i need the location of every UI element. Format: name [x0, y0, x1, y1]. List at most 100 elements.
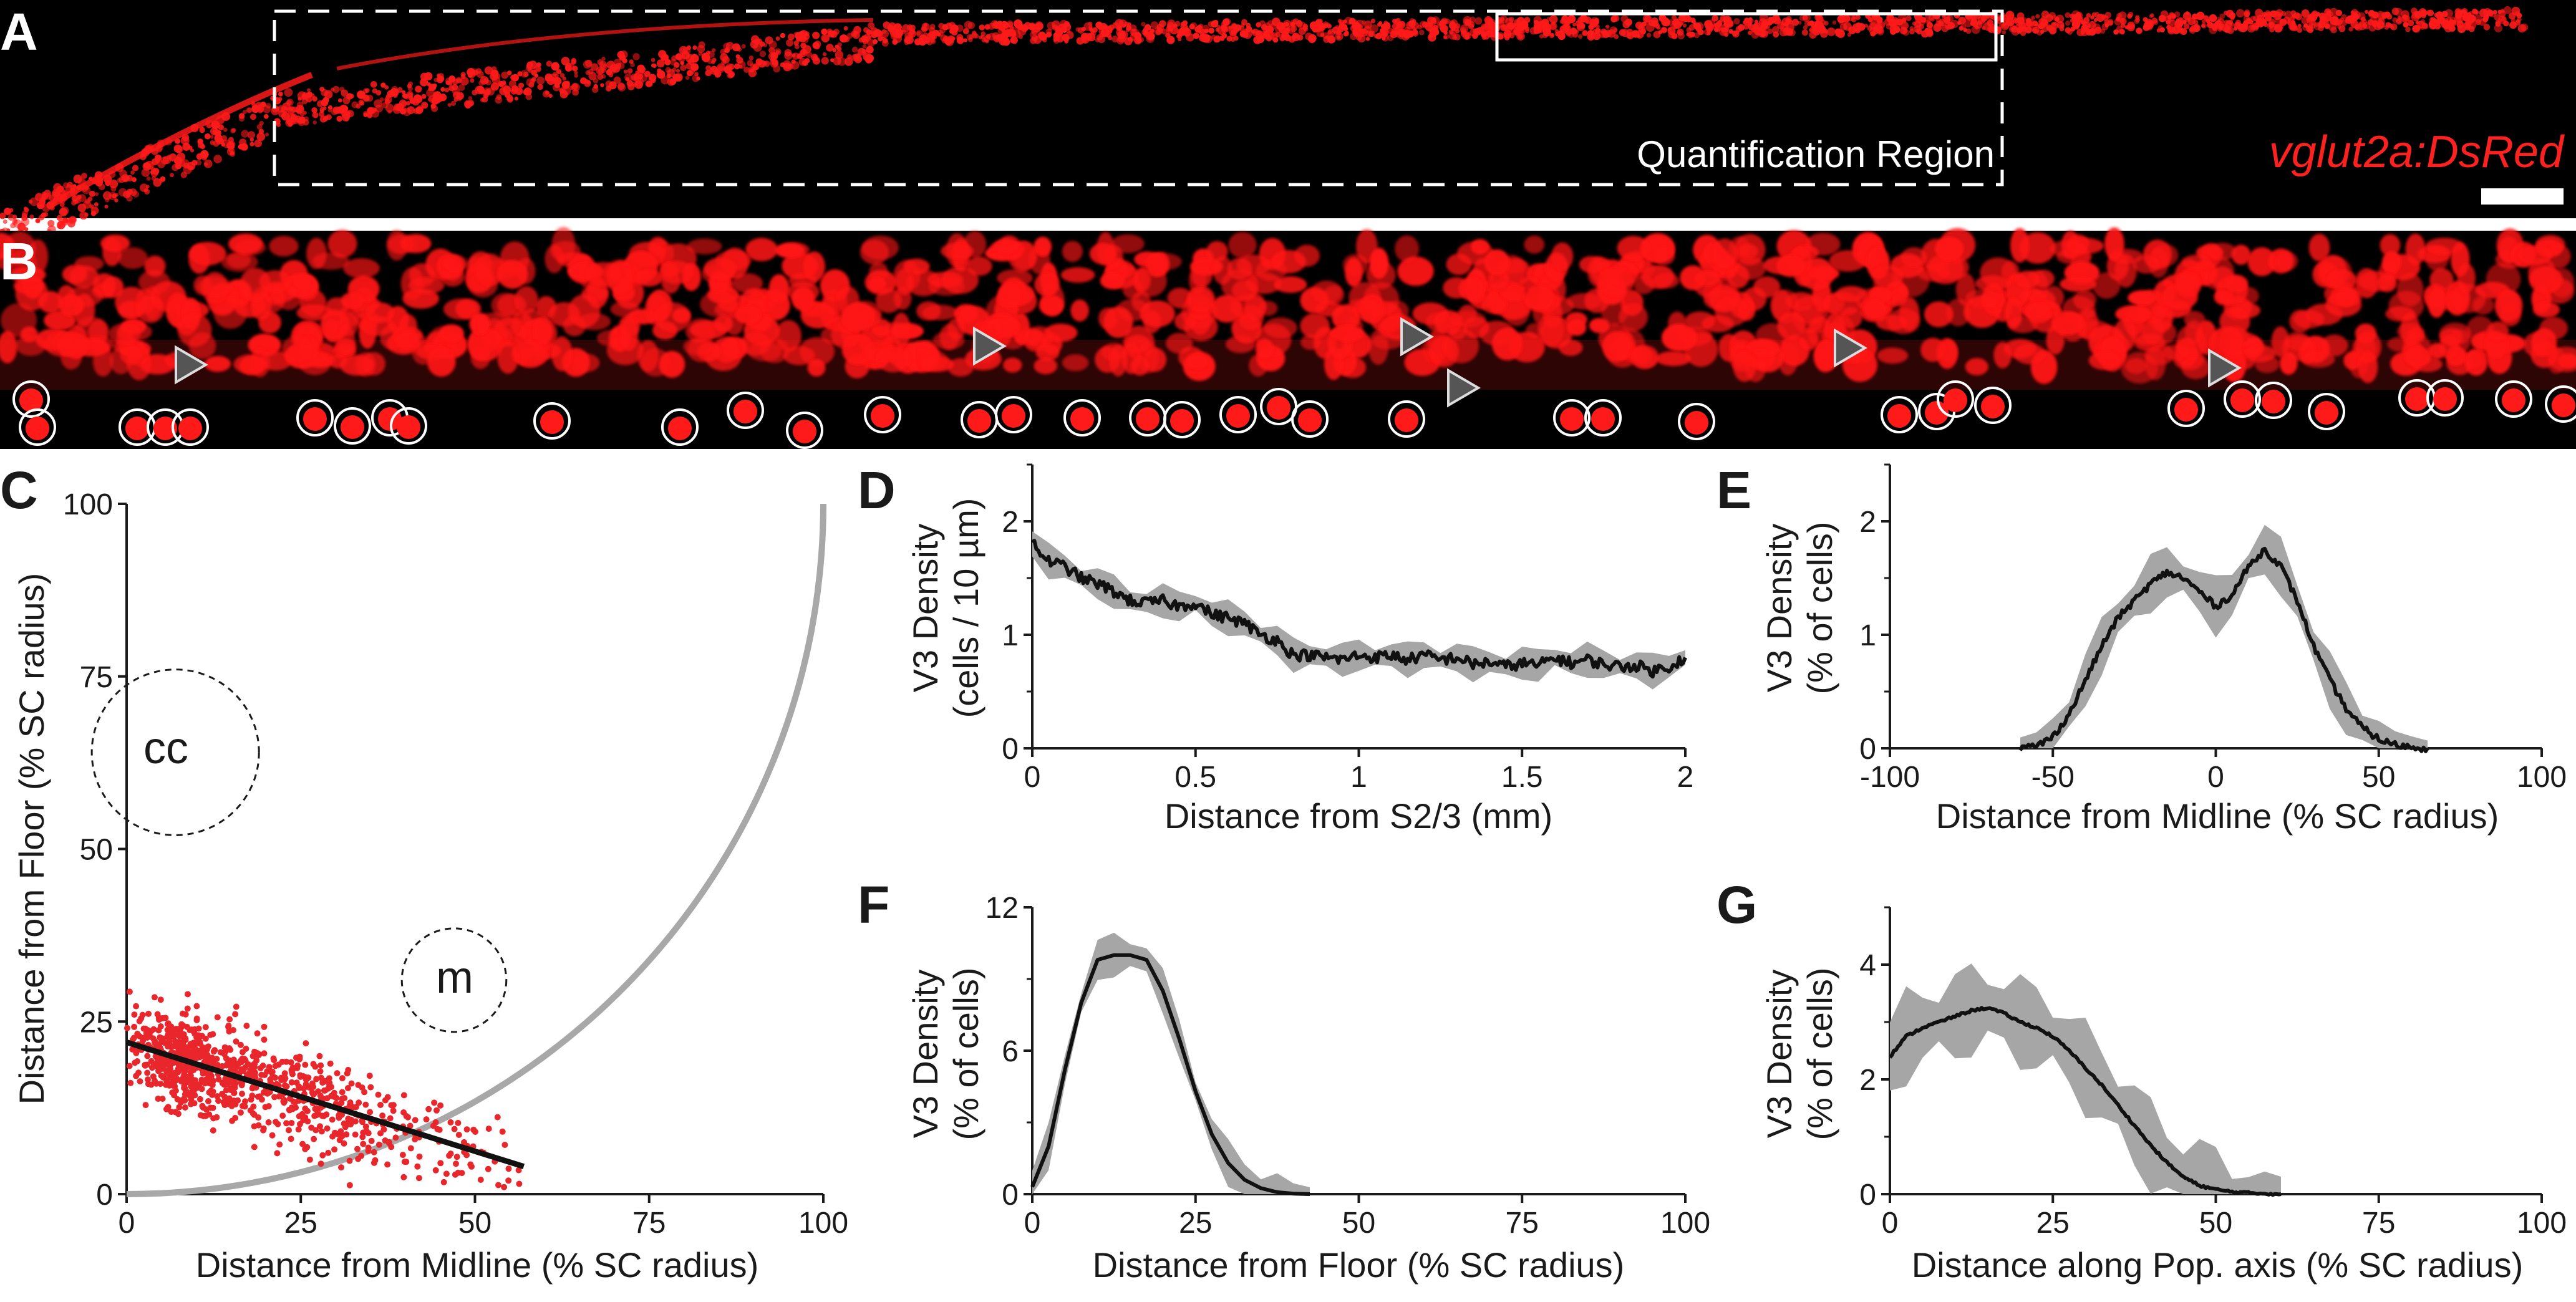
fluorescent-cell — [2362, 23, 2367, 27]
fluorescent-cell — [1034, 21, 1043, 31]
fluorescent-cell — [714, 69, 718, 74]
fluorescent-cell — [460, 77, 469, 85]
fluorescent-cell — [1524, 235, 1545, 254]
data-point — [239, 1091, 245, 1097]
fluorescent-cell — [1393, 26, 1403, 36]
data-point — [271, 1094, 278, 1101]
fluorescent-cell — [2343, 351, 2362, 370]
fluorescent-cell — [613, 76, 621, 84]
fluorescent-cell — [1182, 20, 1188, 26]
panel-c-x-axis-label: Distance from Midline (% SC radius) — [196, 1245, 758, 1285]
fluorescent-cell — [551, 76, 559, 85]
fluorescent-cell — [1733, 18, 1740, 25]
fluorescent-cell — [1474, 17, 1483, 25]
fluorescent-cell — [979, 24, 985, 31]
fluorescent-cell — [525, 94, 533, 100]
fluorescent-cell — [1187, 286, 1215, 312]
white-circle-icon — [1937, 380, 1974, 418]
x-tick-label: 100 — [2517, 761, 2567, 794]
fluorescent-cell — [103, 175, 112, 183]
fluorescent-cell — [125, 192, 131, 198]
fluorescent-cell — [942, 24, 949, 31]
fluorescent-cell — [386, 229, 407, 261]
fluorescent-cell — [944, 38, 952, 46]
fluorescent-cell — [393, 93, 398, 99]
fluorescent-cell — [2010, 24, 2017, 31]
fluorescent-cell — [266, 103, 271, 109]
fluorescent-cell — [1052, 20, 1060, 29]
fluorescent-cell — [1938, 21, 1944, 27]
fluorescent-cell — [321, 99, 329, 107]
fluorescent-cell — [1002, 38, 1010, 46]
fluorescent-cell — [572, 89, 579, 96]
fluorescent-cell — [2065, 21, 2071, 26]
white-circle-icon — [2545, 385, 2576, 423]
white-circle-icon — [1291, 400, 1329, 438]
fluorescent-cell — [835, 51, 844, 59]
fluorescent-cell — [1754, 19, 1759, 24]
data-point — [163, 1106, 170, 1112]
data-point — [177, 1045, 183, 1052]
fluorescent-cell — [1893, 26, 1901, 34]
fluorescent-cell — [712, 57, 717, 62]
white-circle-icon — [2495, 380, 2532, 418]
fluorescent-cell — [0, 330, 17, 364]
fluorescent-cell — [671, 55, 677, 61]
fluorescent-cell — [1053, 37, 1058, 42]
fluorescent-cell — [302, 92, 308, 98]
fluorescent-cell — [1958, 16, 1966, 25]
fluorescent-cell — [674, 62, 680, 69]
data-point — [269, 1132, 276, 1139]
fluorescent-cell — [1653, 31, 1661, 39]
fluorescent-cell — [2531, 328, 2557, 357]
fluorescent-cell — [969, 34, 974, 40]
fluorescent-cell — [197, 138, 203, 145]
fluorescent-cell — [460, 74, 466, 79]
fluorescent-cell — [2088, 29, 2093, 34]
fluorescent-cell — [226, 142, 233, 148]
fluorescent-cell — [1198, 29, 1203, 34]
fluorescent-cell — [103, 191, 112, 200]
data-point — [288, 1059, 294, 1066]
data-point — [193, 1017, 200, 1023]
v3-cell-markers — [12, 379, 2576, 449]
data-point — [242, 1098, 248, 1105]
fluorescent-cell — [2107, 20, 2113, 26]
v3-cell — [967, 409, 991, 433]
data-point — [365, 1147, 372, 1154]
fluorescent-cell — [1835, 32, 1841, 37]
fluorescent-cell — [1012, 241, 1037, 270]
fluorescent-cell — [979, 36, 982, 40]
fluorescent-cell — [2517, 24, 2526, 33]
fluorescent-cell — [1353, 298, 1381, 321]
fluorescent-cell — [2509, 12, 2516, 20]
fluorescent-cell — [732, 43, 740, 52]
fluorescent-cell — [1901, 247, 1927, 268]
fluorescent-cell — [285, 118, 294, 127]
fluorescent-cell — [1920, 337, 1945, 362]
fluorescent-cell — [129, 188, 137, 196]
fluorescent-cell — [1136, 38, 1141, 44]
fluorescent-cell — [153, 178, 162, 187]
data-point — [214, 1014, 221, 1021]
fluorescent-cell — [1810, 25, 1819, 34]
fluorescent-cell — [1070, 299, 1089, 322]
panel-d-y-axis-label-line1: V3 Density — [906, 524, 945, 693]
fluorescent-cell — [1039, 33, 1045, 39]
data-point — [178, 1097, 185, 1104]
fluorescent-cell — [1019, 34, 1023, 39]
white-circle-icon — [390, 407, 427, 445]
fluorescent-cell — [1035, 344, 1060, 361]
fluorescent-cell — [1256, 259, 1287, 281]
fluorescent-cell — [1141, 22, 1146, 27]
white-circle-icon — [2308, 393, 2345, 430]
data-point — [250, 1071, 257, 1077]
fluorescent-cell — [1500, 17, 1505, 22]
data-point — [455, 1169, 462, 1176]
fluorescent-cell — [821, 28, 828, 36]
fluorescent-cell — [887, 25, 895, 32]
y-tick-label: 100 — [63, 488, 113, 521]
fluorescent-cell — [878, 31, 884, 37]
